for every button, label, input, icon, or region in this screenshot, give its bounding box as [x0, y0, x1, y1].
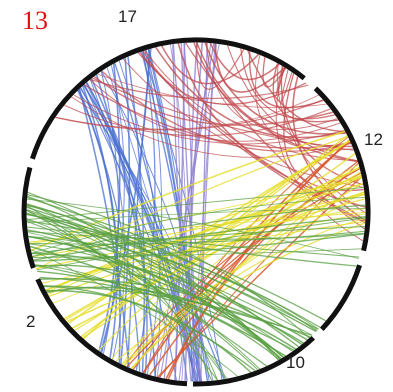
ribbon-green-151 [45, 289, 252, 373]
ribbon-green-131 [26, 197, 327, 322]
ribbon-green-161 [31, 252, 308, 341]
ribbon-red-78 [55, 99, 324, 131]
ribbon-yellow-102 [30, 130, 346, 252]
ribbon-green-169 [31, 226, 365, 255]
ribbon-yellow-126 [72, 153, 356, 329]
ribbon-green-174 [27, 230, 365, 240]
chromosome-ring [21, 37, 371, 387]
ribbon-green-154 [27, 195, 218, 381]
ribbon-red-60 [248, 51, 324, 109]
ribbon-red-81 [90, 79, 341, 142]
ring-segment-10 [192, 335, 316, 387]
ribbon-red-89 [93, 76, 334, 126]
ribbon-green-159 [39, 276, 280, 361]
ribbon-red-70 [247, 50, 346, 133]
ribbon-blue-25 [77, 90, 226, 379]
ribbon-green-160 [35, 264, 284, 358]
ring-segment-2b [21, 166, 36, 269]
ribbon-red-53 [280, 69, 293, 103]
ribbon-green-172 [33, 233, 365, 262]
ribbon-yellow-127 [42, 220, 366, 284]
ribbon-yellow-113 [130, 174, 362, 369]
ribbon-red-63 [292, 76, 366, 221]
ring-segment-2 [35, 278, 188, 387]
ribbon-green-167 [32, 248, 362, 258]
ribbon-green-142 [46, 286, 297, 350]
ribbon-green-177 [36, 217, 366, 271]
ribbon-yellow-128 [46, 176, 362, 293]
ribbon-green-165 [26, 218, 260, 370]
ribbon-green-175 [26, 187, 364, 221]
ribbon-red-79 [73, 94, 345, 145]
ribbon-blue-11 [86, 82, 225, 380]
ribbon-red-87 [64, 104, 331, 137]
ribbon-blue-24 [101, 71, 210, 382]
ribbon-yellow-110 [98, 140, 350, 351]
link-ribbons [26, 42, 366, 382]
ribbon-green-171 [26, 219, 357, 267]
ribbon-red-76 [205, 42, 338, 130]
ribbon-red-71 [277, 63, 366, 214]
ribbon-green-153 [30, 249, 238, 377]
ribbon-yellow-129 [115, 191, 365, 362]
ribbon-green-178 [33, 216, 366, 261]
ribbon-red-75 [214, 43, 286, 93]
ribbon-green-145 [26, 212, 293, 352]
panel-label: 13 [22, 6, 48, 35]
ring-segment-12b [319, 264, 362, 332]
ribbon-blue-19 [114, 63, 188, 382]
ring-segment-17 [30, 37, 306, 160]
chromosome-label-2: 2 [26, 312, 36, 331]
ribbon-red-68 [240, 48, 335, 120]
ribbon-green-168 [31, 196, 365, 254]
ribbon-green-179 [32, 204, 366, 257]
ribbon-blue-33 [100, 48, 150, 353]
ribbon-green-162 [28, 236, 319, 330]
ribbon-yellow-121 [121, 182, 364, 365]
ribbon-green-156 [27, 232, 228, 379]
ribbon-red-69 [204, 42, 347, 135]
ribbon-yellow-119 [111, 140, 350, 360]
ribbon-green-170 [27, 198, 359, 259]
chromosome-label-10: 10 [286, 353, 305, 372]
ribbon-orange-99 [165, 139, 350, 380]
ribbon-red-65 [161, 45, 259, 85]
ribbon-purple-44 [191, 43, 216, 382]
chromosome-label-17: 17 [118, 7, 137, 26]
ribbon-yellow-125 [36, 136, 348, 270]
ribbon-red-72 [262, 56, 287, 88]
ribbon-red-82 [90, 79, 309, 100]
ring-segment-12 [313, 86, 371, 252]
ribbon-green-148 [34, 264, 226, 379]
ribbon-green-164 [43, 285, 256, 372]
ribbon-green-144 [26, 220, 259, 370]
ribbon-yellow-101 [32, 193, 365, 258]
ribbon-green-130 [26, 209, 267, 367]
ribbon-red-83 [71, 96, 351, 158]
ribbon-red-88 [97, 73, 327, 108]
ribbon-blue-22 [135, 50, 156, 371]
ribbon-purple-47 [184, 42, 203, 382]
chromosome-label-12: 12 [364, 130, 383, 149]
ribbon-green-150 [37, 270, 295, 351]
ribbon-red-85 [92, 77, 354, 151]
